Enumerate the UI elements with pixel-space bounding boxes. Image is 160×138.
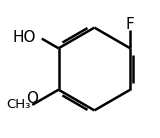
Text: F: F: [126, 17, 135, 32]
Text: CH₃: CH₃: [6, 98, 30, 111]
Text: HO: HO: [13, 30, 36, 45]
Text: O: O: [26, 91, 38, 106]
